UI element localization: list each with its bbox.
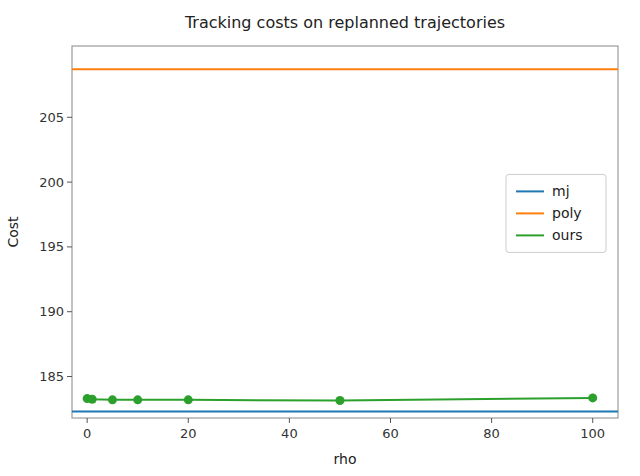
- x-tick: [87, 418, 88, 423]
- reference-line: [72, 68, 618, 70]
- x-tick-label: 80: [483, 426, 500, 441]
- x-tick: [289, 418, 290, 423]
- title: Tracking costs on replanned trajectories: [184, 13, 505, 32]
- y-tick: [67, 311, 72, 312]
- data-point: [335, 396, 344, 405]
- y-tick-label: 205: [39, 110, 64, 125]
- y-tick: [67, 182, 72, 183]
- y-tick: [67, 376, 72, 377]
- data-point: [88, 395, 97, 404]
- y-tick-label: 185: [39, 369, 64, 384]
- x-tick-label: 20: [180, 426, 197, 441]
- x-tick-label: 100: [580, 426, 605, 441]
- y-tick-label: 200: [39, 175, 64, 190]
- data-point: [184, 395, 193, 404]
- plot-area: [72, 69, 618, 411]
- legend: mj poly ours: [506, 174, 606, 252]
- x-tick: [592, 418, 593, 423]
- chart: 0 20 40 60 80 100 185 190 195 200 205 Tracking cost…: [0, 0, 640, 476]
- y-axis-label: Cost: [5, 216, 21, 248]
- y-tick-label: 190: [39, 304, 64, 319]
- reference-line: [72, 411, 618, 413]
- x-tick-label: 60: [382, 426, 399, 441]
- legend-label: ours: [552, 227, 583, 243]
- legend-label: mj: [552, 183, 570, 199]
- data-point: [588, 393, 597, 402]
- data-point: [108, 395, 117, 404]
- x-tick: [188, 418, 189, 423]
- legend-swatch: [516, 212, 544, 214]
- x-axis-label: rho: [334, 451, 357, 467]
- legend-swatch: [516, 190, 544, 192]
- x-tick-label: 0: [83, 426, 91, 441]
- y-tick-label: 195: [39, 239, 64, 254]
- x-tick: [390, 418, 391, 423]
- y-tick: [67, 246, 72, 247]
- legend-swatch: [516, 234, 544, 236]
- data-point: [133, 395, 142, 404]
- y-tick: [67, 117, 72, 118]
- legend-label: poly: [552, 205, 582, 221]
- plot-frame: [72, 46, 618, 418]
- legend-box: [506, 174, 606, 252]
- x-tick: [491, 418, 492, 423]
- x-tick-label: 40: [281, 426, 298, 441]
